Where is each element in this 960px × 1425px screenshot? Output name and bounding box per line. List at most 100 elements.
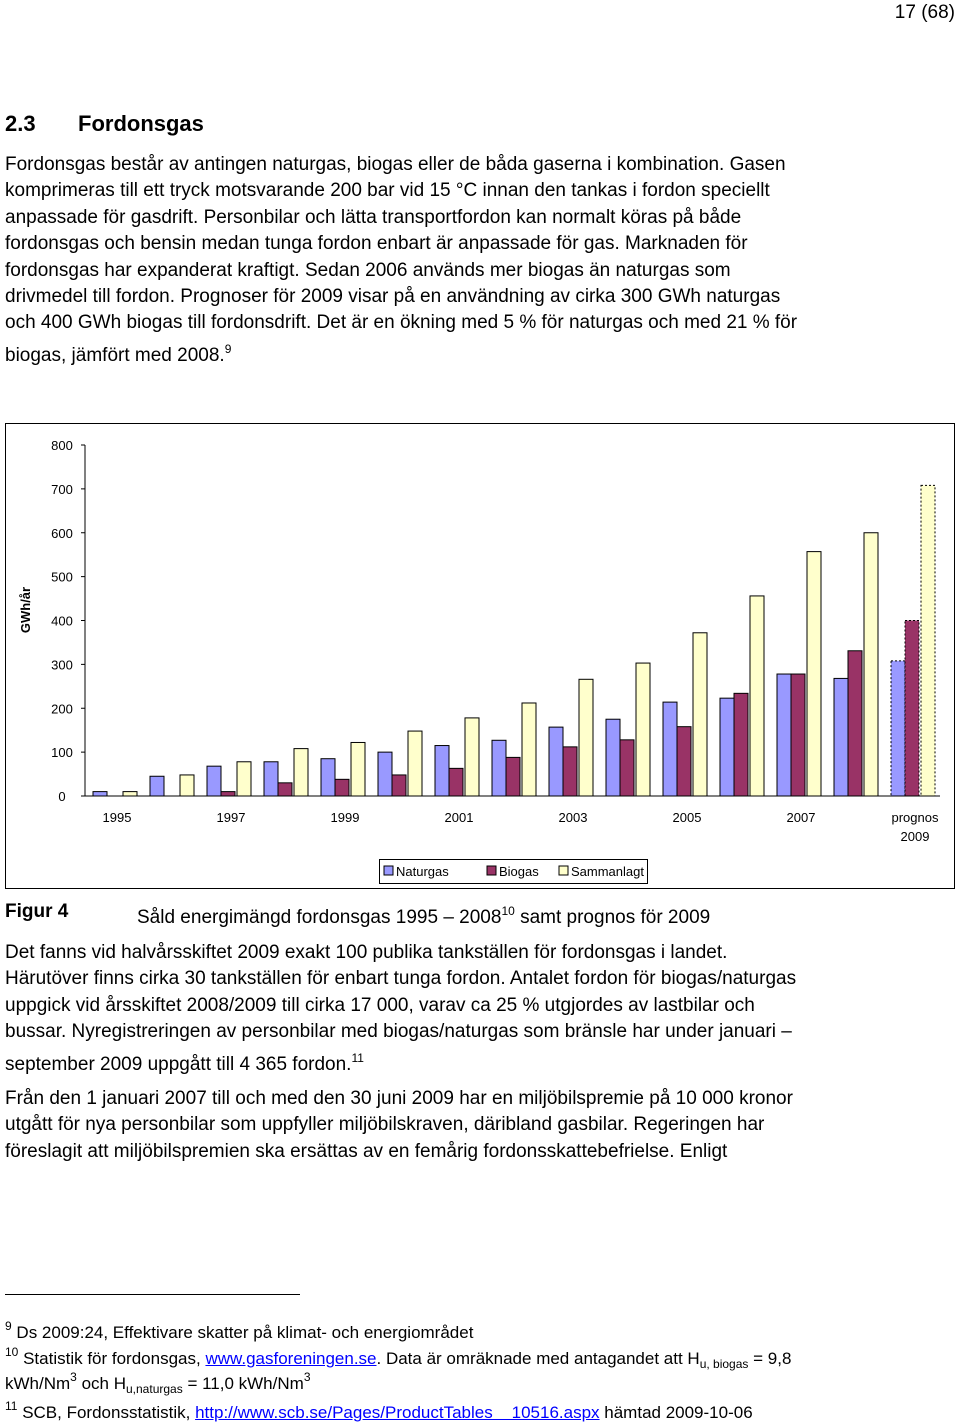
bar [277,782,293,797]
text: Det fanns vid halvårsskiftet 2009 exakt … [5,942,728,963]
footnote-normal: = 11,0 kWh/Nm [182,1374,304,1393]
footnote-ref: 9 [224,341,232,356]
paragraph-line: Från den 1 januari 2007 till och med den… [5,1089,793,1108]
y-tick-label: 600 [51,526,73,541]
legend-swatch [558,865,569,876]
y-tick-label: 200 [51,701,73,716]
bar [733,692,749,797]
paragraph-line: fordonsgas har expanderat kraftigt. Seda… [5,261,731,280]
bar [904,620,920,797]
paragraph-line: komprimeras till ett tryck motsvarande 2… [5,181,770,200]
chart-container: GWh/år 0 100 200 300 400 500 600 700 800 Naturgas… [5,423,955,889]
paragraph-line: bussar. Nyregistreringen av personbilar … [5,1022,792,1041]
paragraph-line: Fordonsgas består av antingen naturgas, … [5,155,786,174]
y-axis-label: GWh/år [18,587,33,633]
text: Från den 1 januari 2007 till och med den… [5,1088,793,1109]
bar [749,595,765,797]
paragraph-line: september 2009 uppgått till 4 365 fordon… [5,1049,364,1074]
x-tick-label: 2001 [444,810,474,825]
bar [220,791,236,797]
y-tick-label: 500 [51,570,73,585]
footnote-normal: Statistik för fordonsgas, [18,1349,206,1368]
legend-swatch [486,865,497,876]
paragraph-line: anpassade för gasdrift. Personbilar och … [5,208,741,227]
footnote-link[interactable]: www.gasforeningen.se [205,1349,377,1368]
bar [377,751,393,797]
footnote-line: 10 Statistik för fordonsgas, www.gasfore… [5,1344,791,1373]
bar [635,662,651,797]
footnote-line: 9 Ds 2009:24, Effektivare skatter på kli… [5,1318,473,1341]
bar [676,726,692,797]
x-tick-label: 2003 [558,810,588,825]
paragraph-line: föreslagit att miljöbilspremien ska ersä… [5,1142,727,1161]
bar [662,701,678,797]
footnote-sup: 10 [5,1345,19,1359]
bar [206,765,222,797]
footnote-sup: 9 [5,1319,12,1333]
text: Härutöver finns cirka 30 tankställen för… [5,968,797,990]
bar [619,739,635,797]
bar [790,673,806,797]
text: anpassade för gasdrift. Personbilar och … [5,206,742,228]
bar [236,761,252,797]
bar [920,484,936,797]
legend-swatch [383,865,394,876]
x-tick-label: 1995 [102,810,132,825]
footnote-sup: 3 [303,1370,311,1384]
y-tick-label: 300 [51,657,73,672]
y-tick-label: 0 [58,789,65,804]
figure-label: Figur 4 [5,901,69,922]
bar [179,774,195,797]
paragraph-line: drivmedel till fordon. Prognoser för 200… [5,287,780,306]
bar [92,791,108,797]
paragraph-line: utgått för nya personbilar som uppfyller… [5,1115,764,1134]
bar [293,748,309,797]
bar [334,778,350,797]
bar [605,718,621,797]
text: september 2009 uppgått till 4 365 fordon… [5,1053,352,1075]
bar [692,632,708,797]
bar [776,673,792,797]
footnote-sup: 11 [5,1399,18,1413]
footnote-line: 11 SCB, Fordonsstatistik, http://www.scb… [5,1398,753,1421]
y-tick-label: 700 [51,482,73,497]
bar [505,756,521,797]
bar [391,774,407,797]
bar [890,660,906,797]
footnote-normal: . Data är omräknade med antagandet att H [376,1349,700,1368]
footnote-ref: 11 [351,1050,364,1065]
footnote-normal: Ds 2009:24, Effektivare skatter på klima… [11,1323,474,1342]
x-tick-label: 1997 [216,810,246,825]
footnote-link[interactable]: http://www.scb.se/Pages/ProductTables 10… [195,1403,600,1422]
paragraph-line: och 400 GWh biogas till fordonsdrift. De… [5,313,797,332]
text: fordonsgas och bensin medan tunga fordon… [5,233,748,255]
paragraph-line: fordonsgas och bensin medan tunga fordon… [5,234,748,253]
bar [448,767,464,797]
footnote-sup: 3 [70,1370,77,1384]
bar [806,551,822,797]
bar [578,678,594,797]
text: utgått för nya personbilar som uppfyller… [5,1114,765,1136]
bar [491,739,507,797]
figure-caption: Såld energimängd fordonsgas 1995 – 20081… [137,902,710,927]
text: komprimeras till ett tryck motsvarande 2… [5,180,770,202]
bar [407,730,423,797]
bar [863,532,879,797]
footnote-ref: 10 [501,904,515,918]
footnote-sub: u, biogas [699,1357,749,1371]
bar [122,791,138,797]
text: bussar. Nyregistreringen av personbilar … [5,1021,792,1043]
section-number: 2.3 [5,111,36,136]
footnote-normal: och H [76,1374,126,1393]
x-tick-label: prognos 2009 [891,810,939,844]
bar [562,746,578,797]
bar [149,775,165,797]
page-number: 17 (68) [894,2,955,23]
caption-text: Såld energimängd fordonsgas 1995 – 2008 [137,907,502,928]
x-tick-label: 1999 [330,810,360,825]
text: Fordonsgas består av antingen naturgas, … [5,154,786,175]
y-tick-label: 400 [51,614,73,629]
text: föreslagit att miljöbilspremien ska ersä… [5,1140,728,1162]
text: fordonsgas har expanderat kraftigt. Seda… [5,259,731,281]
